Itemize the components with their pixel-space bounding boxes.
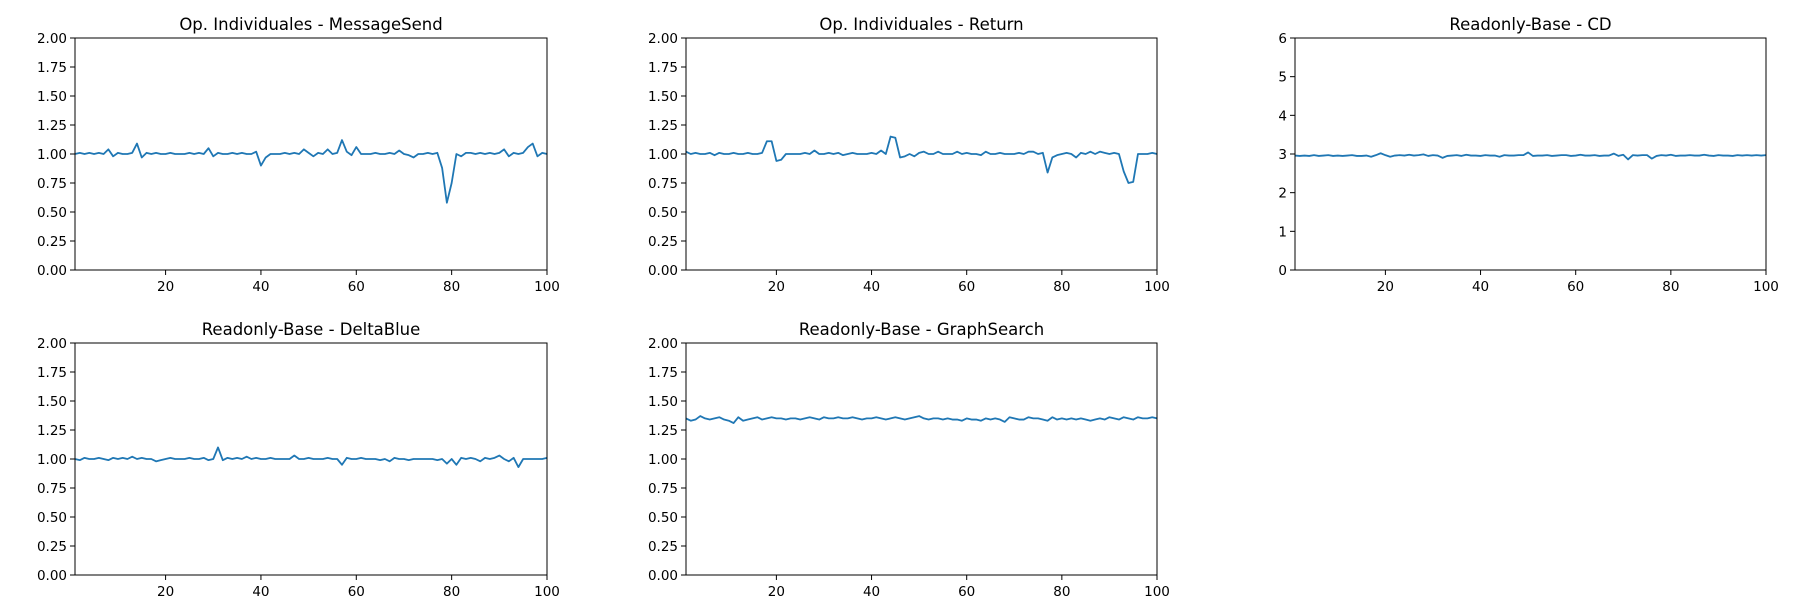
x-tick-label: 80 <box>443 279 460 295</box>
y-tick-label: 0.00 <box>648 263 678 279</box>
y-tick-label: 2.00 <box>648 336 678 352</box>
x-tick-label: 20 <box>157 584 174 600</box>
series-line-1 <box>685 415 1158 424</box>
y-tick-label: 0.25 <box>37 234 67 250</box>
x-tick-label: 60 <box>958 279 975 295</box>
chart-title: Op. Individuales - Return <box>819 15 1023 34</box>
y-tick-label: 1.50 <box>648 89 678 105</box>
x-tick-label: 40 <box>863 584 880 600</box>
y-tick-label: 0.75 <box>37 176 67 192</box>
x-tick-label: 100 <box>1144 584 1170 600</box>
y-tick-label: 2.00 <box>37 31 67 47</box>
chart-title: Readonly-Base - CD <box>1449 15 1611 34</box>
y-tick-label: 1.00 <box>648 147 678 163</box>
chart-title: Op. Individuales - MessageSend <box>179 15 442 34</box>
y-tick-label: 0.25 <box>648 234 678 250</box>
y-tick-label: 0.50 <box>37 205 67 221</box>
chart-title: Readonly-Base - DeltaBlue <box>202 320 421 339</box>
y-tick-label: 1.25 <box>37 423 67 439</box>
series-line-1 <box>685 135 1158 184</box>
series-line-1 <box>1294 151 1767 161</box>
subplot-2: Op. Individuales - Return 0.00 0.25 0.50 0.7… <box>648 15 1170 295</box>
y-tick-label: 0.75 <box>648 176 678 192</box>
y-tick-label: 0.00 <box>37 263 67 279</box>
y-tick-label: 2.00 <box>648 31 678 47</box>
y-tick-label: 1.50 <box>37 89 67 105</box>
axes-frame <box>1294 37 1767 271</box>
y-tick-label: 0.25 <box>37 539 67 555</box>
y-tick-label: 1.50 <box>37 394 67 410</box>
axes-frame <box>685 342 1158 576</box>
x-tick-label: 40 <box>1472 279 1489 295</box>
x-tick-label: 100 <box>534 584 560 600</box>
x-tick-label: 100 <box>1753 279 1779 295</box>
x-tick-label: 40 <box>863 279 880 295</box>
y-tick-label: 2 <box>1278 186 1287 202</box>
y-tick-label: 1.25 <box>648 423 678 439</box>
y-tick-label: 0.50 <box>37 510 67 526</box>
y-tick-label: 1.50 <box>648 394 678 410</box>
x-tick-label: 80 <box>1053 584 1070 600</box>
y-tick-label: 6 <box>1278 31 1287 47</box>
y-tick-label: 1.75 <box>37 60 67 76</box>
y-tick-label: 1.75 <box>648 365 678 381</box>
x-tick-label: 40 <box>252 584 269 600</box>
y-tick-label: 1 <box>1278 224 1287 240</box>
x-tick-label: 100 <box>1144 279 1170 295</box>
x-tick-label: 20 <box>768 279 785 295</box>
y-tick-label: 1.75 <box>648 60 678 76</box>
x-tick-label: 40 <box>252 279 269 295</box>
x-tick-label: 20 <box>1377 279 1394 295</box>
y-tick-label: 1.00 <box>37 147 67 163</box>
x-tick-label: 60 <box>1567 279 1584 295</box>
y-tick-label: 1.25 <box>648 118 678 134</box>
y-tick-label: 0.75 <box>648 481 678 497</box>
x-tick-label: 100 <box>534 279 560 295</box>
x-tick-label: 20 <box>768 584 785 600</box>
subplot-4: Readonly-Base - DeltaBlue 0.00 0.25 0.50 0.7… <box>37 320 560 600</box>
x-tick-label: 80 <box>443 584 460 600</box>
series-line-1 <box>74 139 548 204</box>
y-tick-label: 0.00 <box>648 568 678 584</box>
y-tick-label: 1.00 <box>648 452 678 468</box>
y-tick-label: 0.75 <box>37 481 67 497</box>
y-tick-label: 1.25 <box>37 118 67 134</box>
series-line-1 <box>74 446 548 469</box>
y-tick-label: 0.25 <box>648 539 678 555</box>
y-tick-label: 0.50 <box>648 510 678 526</box>
subplot-5: Readonly-Base - GraphSearch 0.00 0.25 0.50 0… <box>648 320 1170 600</box>
x-tick-label: 20 <box>157 279 174 295</box>
axes-frame <box>74 37 548 271</box>
y-tick-label: 1.00 <box>37 452 67 468</box>
x-tick-label: 60 <box>958 584 975 600</box>
y-tick-label: 0.50 <box>648 205 678 221</box>
x-tick-label: 60 <box>348 584 365 600</box>
y-tick-label: 5 <box>1278 70 1287 86</box>
y-tick-label: 2.00 <box>37 336 67 352</box>
y-tick-label: 0.00 <box>37 568 67 584</box>
axes-frame <box>74 342 548 576</box>
chart-title: Readonly-Base - GraphSearch <box>799 320 1044 339</box>
x-tick-label: 80 <box>1662 279 1679 295</box>
y-tick-label: 0 <box>1278 263 1287 279</box>
axes-frame <box>685 37 1158 271</box>
subplot-1: Op. Individuales - MessageSend 0.00 0.25 0.… <box>37 15 560 295</box>
y-tick-label: 1.75 <box>37 365 67 381</box>
x-tick-label: 80 <box>1053 279 1070 295</box>
y-tick-label: 4 <box>1278 108 1287 124</box>
x-tick-label: 60 <box>348 279 365 295</box>
subplot-3: Readonly-Base - CD 0 1 2 3 4 5 6 20 40 60 80 100 <box>1278 15 1778 295</box>
y-tick-label: 3 <box>1278 147 1287 163</box>
